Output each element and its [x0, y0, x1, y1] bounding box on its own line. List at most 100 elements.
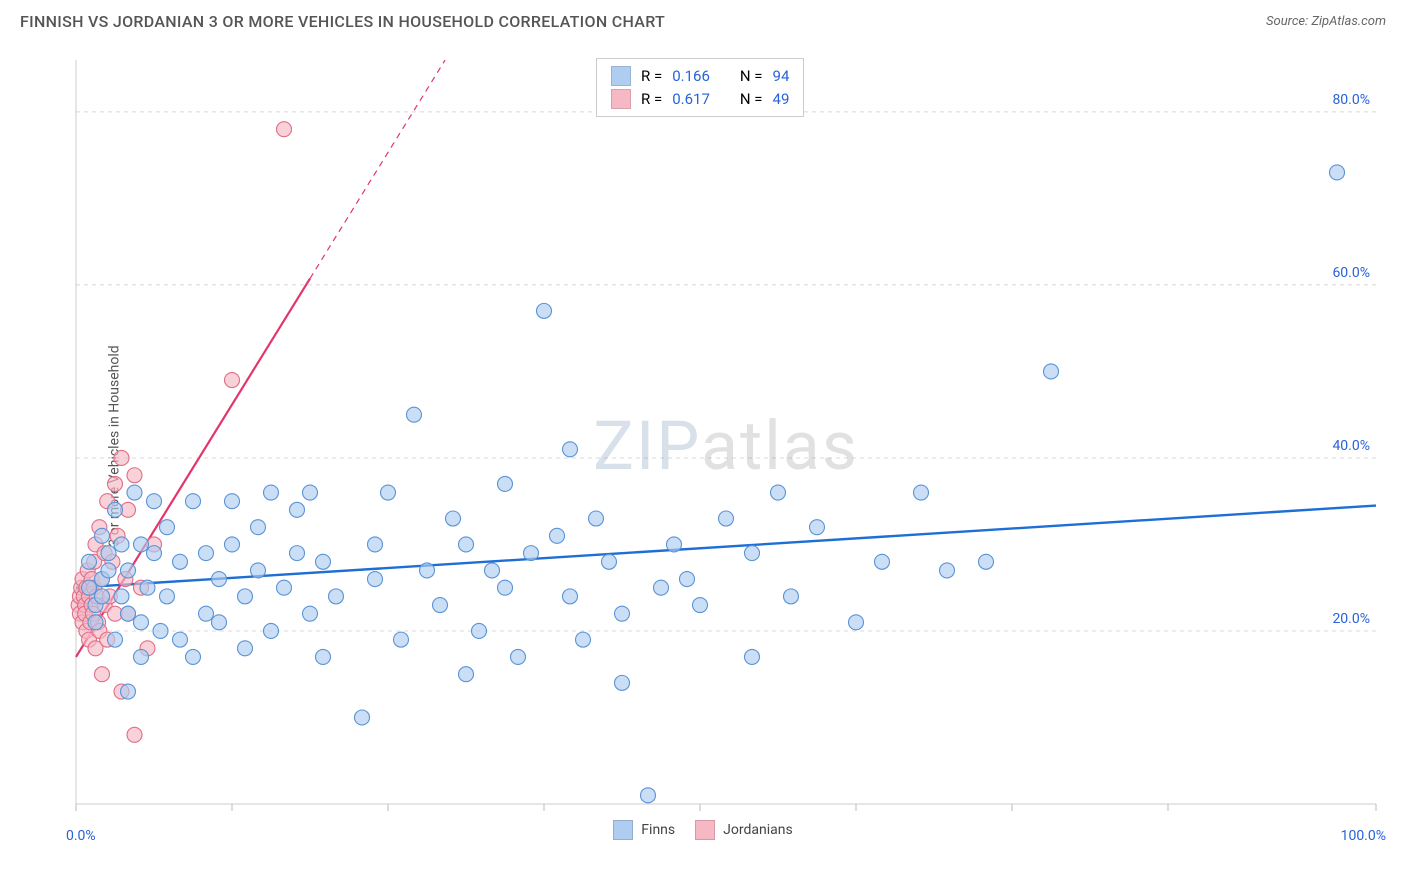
data-point-finns — [114, 537, 129, 552]
legend-swatch — [695, 820, 715, 840]
data-point-finns — [537, 303, 552, 318]
data-point-finns — [433, 598, 448, 613]
data-point-finns — [745, 546, 760, 561]
data-point-finns — [355, 710, 370, 725]
legend-item: Jordanians — [695, 820, 793, 840]
data-point-finns — [264, 623, 279, 638]
data-point-finns — [186, 649, 201, 664]
data-point-finns — [160, 589, 175, 604]
data-point-jordanians — [114, 450, 129, 465]
data-point-finns — [82, 580, 97, 595]
data-point-finns — [875, 554, 890, 569]
data-point-finns — [316, 649, 331, 664]
data-point-finns — [199, 606, 214, 621]
data-point-finns — [524, 546, 539, 561]
data-point-finns — [485, 563, 500, 578]
data-point-finns — [615, 606, 630, 621]
data-point-finns — [940, 563, 955, 578]
data-point-finns — [511, 649, 526, 664]
y-gridline-label: 40.0% — [1332, 438, 1370, 454]
data-point-finns — [368, 572, 383, 587]
data-point-finns — [446, 511, 461, 526]
data-point-finns — [290, 502, 305, 517]
data-point-finns — [316, 554, 331, 569]
data-point-finns — [95, 589, 110, 604]
data-point-finns — [108, 502, 123, 517]
data-point-finns — [121, 606, 136, 621]
data-point-finns — [420, 563, 435, 578]
data-point-finns — [719, 511, 734, 526]
data-point-finns — [101, 563, 116, 578]
data-point-finns — [329, 589, 344, 604]
data-point-finns — [914, 485, 929, 500]
data-point-finns — [212, 572, 227, 587]
data-point-finns — [849, 615, 864, 630]
data-point-finns — [459, 537, 474, 552]
data-point-finns — [153, 623, 168, 638]
data-point-finns — [264, 485, 279, 500]
stats-row: R =0.166N =94 — [611, 65, 789, 88]
y-gridline-label: 80.0% — [1332, 92, 1370, 108]
data-point-finns — [602, 554, 617, 569]
data-point-finns — [589, 511, 604, 526]
data-point-finns — [654, 580, 669, 595]
data-point-finns — [615, 675, 630, 690]
data-point-jordanians — [95, 667, 110, 682]
data-point-finns — [563, 442, 578, 457]
legend-label: Finns — [641, 822, 675, 838]
stats-swatch — [611, 66, 631, 86]
data-point-finns — [563, 589, 578, 604]
legend-swatch — [613, 820, 633, 840]
data-point-jordanians — [277, 122, 292, 137]
data-point-finns — [173, 632, 188, 647]
data-point-finns — [186, 494, 201, 509]
data-point-finns — [680, 572, 695, 587]
data-point-finns — [381, 485, 396, 500]
data-point-finns — [498, 476, 513, 491]
data-point-finns — [140, 580, 155, 595]
data-point-finns — [173, 554, 188, 569]
source-prefix: Source: — [1266, 14, 1311, 29]
data-point-finns — [121, 684, 136, 699]
data-point-finns — [251, 520, 266, 535]
data-point-finns — [238, 589, 253, 604]
data-point-finns — [498, 580, 513, 595]
data-point-finns — [101, 546, 116, 561]
data-point-finns — [394, 632, 409, 647]
data-point-finns — [576, 632, 591, 647]
data-point-finns — [95, 528, 110, 543]
data-point-jordanians — [127, 468, 142, 483]
data-point-finns — [147, 494, 162, 509]
stats-r-value: 0.617 — [672, 88, 710, 111]
data-point-finns — [134, 537, 149, 552]
source-name: ZipAtlas.com — [1311, 14, 1386, 29]
data-point-finns — [121, 563, 136, 578]
chart-title: FINNISH VS JORDANIAN 3 OR MORE VEHICLES … — [20, 12, 665, 31]
correlation-stats-box: R =0.166N =94R =0.617N =49 — [596, 58, 804, 117]
data-point-finns — [784, 589, 799, 604]
plot-area: 20.0%40.0%60.0%80.0% ZIPatlas R =0.166N … — [66, 46, 1386, 846]
stats-n-value: 49 — [773, 88, 790, 111]
source-attribution: Source: ZipAtlas.com — [1266, 14, 1386, 29]
data-point-finns — [277, 580, 292, 595]
legend-item: Finns — [613, 820, 675, 840]
data-point-finns — [745, 649, 760, 664]
stats-r-label: R = — [641, 65, 662, 88]
data-point-finns — [225, 537, 240, 552]
data-point-finns — [693, 598, 708, 613]
data-point-finns — [88, 615, 103, 630]
data-point-finns — [771, 485, 786, 500]
data-point-finns — [238, 641, 253, 656]
data-point-finns — [251, 563, 266, 578]
data-point-finns — [127, 485, 142, 500]
data-point-finns — [303, 485, 318, 500]
data-point-finns — [1330, 165, 1345, 180]
data-point-finns — [82, 554, 97, 569]
stats-n-value: 94 — [773, 65, 790, 88]
data-point-finns — [108, 632, 123, 647]
data-point-jordanians — [225, 373, 240, 388]
data-point-finns — [303, 606, 318, 621]
data-point-finns — [147, 546, 162, 561]
data-point-finns — [641, 788, 656, 803]
data-point-finns — [212, 615, 227, 630]
